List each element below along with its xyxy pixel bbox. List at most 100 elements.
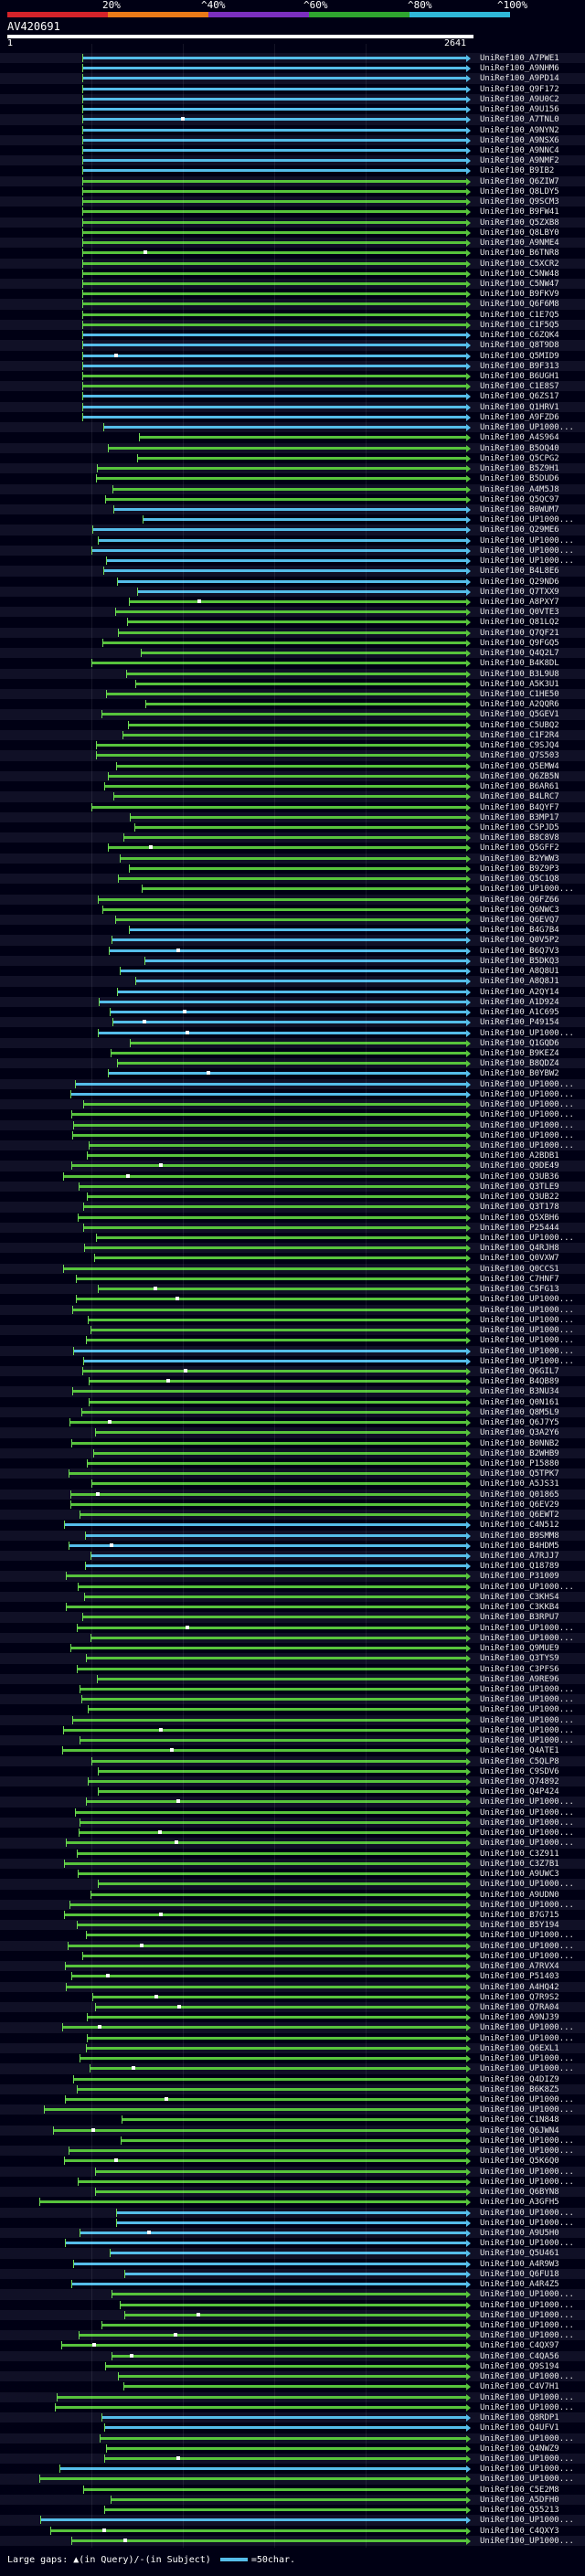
- hit-label[interactable]: UniRef100_UP1000...: [480, 2054, 574, 2064]
- hit-label[interactable]: UniRef100_B9IB2: [480, 166, 555, 176]
- hit-label[interactable]: UniRef100_C9SJQ4: [480, 741, 559, 751]
- hit-label[interactable]: UniRef100_P25444: [480, 1223, 559, 1233]
- hit-row[interactable]: UniRef100_B6UGH1: [0, 371, 585, 381]
- hit-row[interactable]: UniRef100_UP1000...: [0, 2402, 585, 2412]
- hit-label[interactable]: UniRef100_UP1000...: [480, 2300, 574, 2310]
- hit-row[interactable]: UniRef100_A3GFH5: [0, 2197, 585, 2207]
- hit-label[interactable]: UniRef100_B9F313: [480, 361, 559, 371]
- hit-label[interactable]: UniRef100_B9KEZ4: [480, 1048, 559, 1058]
- hit-row[interactable]: UniRef100_Q9S194: [0, 2361, 585, 2371]
- hit-row[interactable]: UniRef100_UP1000...: [0, 2094, 585, 2104]
- hit-row[interactable]: UniRef100_B9Z9P3: [0, 864, 585, 874]
- hit-row[interactable]: UniRef100_A9NME4: [0, 238, 585, 249]
- hit-row[interactable]: UniRef100_Q5K6Q0: [0, 2156, 585, 2166]
- hit-row[interactable]: UniRef100_B5DKQ3: [0, 955, 585, 967]
- hit-row[interactable]: UniRef100_UP1000...: [0, 2474, 585, 2485]
- hit-row[interactable]: UniRef100_B9SMM8: [0, 1530, 585, 1541]
- hit-label[interactable]: UniRef100_P51403: [480, 1972, 559, 1982]
- hit-label[interactable]: UniRef100_C5XCR2: [480, 259, 559, 269]
- hit-row[interactable]: UniRef100_UP1000...: [0, 1684, 585, 1694]
- hit-label[interactable]: UniRef100_UP1000...: [480, 1725, 574, 1735]
- hit-row[interactable]: UniRef100_Q7TXX9: [0, 586, 585, 597]
- hit-label[interactable]: UniRef100_Q4UFV1: [480, 2423, 559, 2433]
- hit-label[interactable]: UniRef100_UP1000...: [480, 1120, 574, 1130]
- hit-row[interactable]: UniRef100_UP1000...: [0, 2391, 585, 2402]
- hit-row[interactable]: UniRef100_UP1000...: [0, 1632, 585, 1644]
- hit-row[interactable]: UniRef100_UP1000...: [0, 2063, 585, 2074]
- hit-label[interactable]: UniRef100_C1F2R4: [480, 730, 559, 740]
- hit-row[interactable]: UniRef100_C3Z7B1: [0, 1858, 585, 1870]
- hit-row[interactable]: UniRef100_B4G7B4: [0, 925, 585, 935]
- hit-row[interactable]: UniRef100_A9NHM6: [0, 63, 585, 73]
- hit-label[interactable]: UniRef100_Q5K6Q0: [480, 2157, 559, 2167]
- hit-label[interactable]: UniRef100_C5E2M8: [480, 2485, 559, 2495]
- hit-row[interactable]: UniRef100_A5JS31: [0, 1479, 585, 1489]
- hit-label[interactable]: UniRef100_A5JS31: [480, 1479, 559, 1489]
- hit-label[interactable]: UniRef100_A4R9W3: [480, 2259, 559, 2269]
- hit-row[interactable]: UniRef100_Q9DE49: [0, 1161, 585, 1171]
- hit-label[interactable]: UniRef100_A9NYN2: [480, 125, 559, 135]
- hit-row[interactable]: UniRef100_C3KHS4: [0, 1591, 585, 1603]
- hit-row[interactable]: UniRef100_Q8M5L9: [0, 1406, 585, 1418]
- hit-label[interactable]: UniRef100_UP1000...: [480, 2095, 574, 2105]
- hit-row[interactable]: UniRef100_UP1000...: [0, 514, 585, 525]
- hit-label[interactable]: UniRef100_UP1000...: [480, 1705, 574, 1715]
- hit-label[interactable]: UniRef100_Q7R9S2: [480, 1992, 559, 2002]
- hit-row[interactable]: UniRef100_UP1000...: [0, 2289, 585, 2300]
- hit-row[interactable]: UniRef100_A7TNL0: [0, 114, 585, 125]
- hit-label[interactable]: UniRef100_C3KHS4: [480, 1592, 559, 1602]
- hit-label[interactable]: UniRef100_Q6EWT2: [480, 1511, 559, 1521]
- hit-row[interactable]: UniRef100_C5UBQ2: [0, 720, 585, 730]
- hit-label[interactable]: UniRef100_A1C695: [480, 1008, 559, 1018]
- hit-label[interactable]: UniRef100_Q5CPG2: [480, 453, 559, 463]
- hit-row[interactable]: UniRef100_A7RVX4: [0, 1961, 585, 1972]
- hit-row[interactable]: UniRef100_P31009: [0, 1571, 585, 1582]
- hit-label[interactable]: UniRef100_UP1000...: [480, 1797, 574, 1807]
- hit-label[interactable]: UniRef100_A7RJJ7: [480, 1552, 559, 1562]
- hit-label[interactable]: UniRef100_UP1000...: [480, 2536, 574, 2546]
- hit-row[interactable]: UniRef100_Q0N161: [0, 1397, 585, 1407]
- hit-row[interactable]: UniRef100_B6K8Z5: [0, 2083, 585, 2095]
- hit-row[interactable]: UniRef100_UP1000...: [0, 2136, 585, 2146]
- hit-row[interactable]: UniRef100_C4QX97: [0, 2340, 585, 2350]
- hit-row[interactable]: UniRef100_UP1000...: [0, 1807, 585, 1818]
- hit-row[interactable]: UniRef100_Q5GFF2: [0, 843, 585, 853]
- hit-row[interactable]: UniRef100_UP1000...: [0, 1828, 585, 1838]
- hit-label[interactable]: UniRef100_UP1000...: [480, 2033, 574, 2043]
- hit-label[interactable]: UniRef100_Q4Q2L7: [480, 649, 559, 659]
- hit-label[interactable]: UniRef100_Q8LBY0: [480, 228, 559, 238]
- hit-row[interactable]: UniRef100_UP1000...: [0, 2453, 585, 2465]
- hit-label[interactable]: UniRef100_Q8LDY5: [480, 186, 559, 196]
- hit-label[interactable]: UniRef100_Q4P424: [480, 1787, 559, 1797]
- hit-label[interactable]: UniRef100_Q9DE49: [480, 1161, 559, 1171]
- hit-label[interactable]: UniRef100_B4LRC7: [480, 792, 559, 802]
- hit-label[interactable]: UniRef100_UP1000...: [480, 1336, 574, 1346]
- hit-label[interactable]: UniRef100_Q4NWZ9: [480, 2443, 559, 2454]
- hit-row[interactable]: UniRef100_Q18789: [0, 1561, 585, 1571]
- hit-label[interactable]: UniRef100_Q18789: [480, 1562, 559, 1572]
- hit-row[interactable]: UniRef100_B0WUM7: [0, 504, 585, 515]
- hit-label[interactable]: UniRef100_UP1000...: [480, 1829, 574, 1839]
- hit-label[interactable]: UniRef100_A9RE96: [480, 1674, 559, 1684]
- hit-label[interactable]: UniRef100_Q6FU18: [480, 2269, 559, 2279]
- hit-row[interactable]: UniRef100_Q5C1Q8: [0, 874, 585, 885]
- hit-row[interactable]: UniRef100_Q4ATE1: [0, 1745, 585, 1755]
- hit-row[interactable]: UniRef100_C1F5Q5: [0, 319, 585, 331]
- hit-label[interactable]: UniRef100_UP1000...: [480, 1839, 574, 1849]
- hit-row[interactable]: UniRef100_UP1000...: [0, 1725, 585, 1735]
- hit-row[interactable]: UniRef100_UP1000...: [0, 2104, 585, 2115]
- hit-row[interactable]: UniRef100_B6TNR8: [0, 248, 585, 258]
- hit-row[interactable]: UniRef100_UP1000...: [0, 2535, 585, 2546]
- hit-label[interactable]: UniRef100_Q7S503: [480, 751, 559, 761]
- hit-label[interactable]: UniRef100_UP1000...: [480, 2433, 574, 2443]
- hit-label[interactable]: UniRef100_Q8T9D8: [480, 341, 559, 351]
- hit-row[interactable]: UniRef100_UP1000...: [0, 2207, 585, 2218]
- hit-label[interactable]: UniRef100_UP1000...: [480, 2208, 574, 2218]
- hit-label[interactable]: UniRef100_Q5EMW4: [480, 761, 559, 771]
- hit-row[interactable]: UniRef100_B3NU34: [0, 1386, 585, 1397]
- hit-label[interactable]: UniRef100_P49154: [480, 1018, 559, 1028]
- hit-row[interactable]: UniRef100_Q3TYS9: [0, 1653, 585, 1664]
- hit-label[interactable]: UniRef100_C4N512: [480, 1521, 559, 1531]
- hit-row[interactable]: UniRef100_UP1000...: [0, 1714, 585, 1725]
- hit-row[interactable]: UniRef100_A2QY14: [0, 987, 585, 997]
